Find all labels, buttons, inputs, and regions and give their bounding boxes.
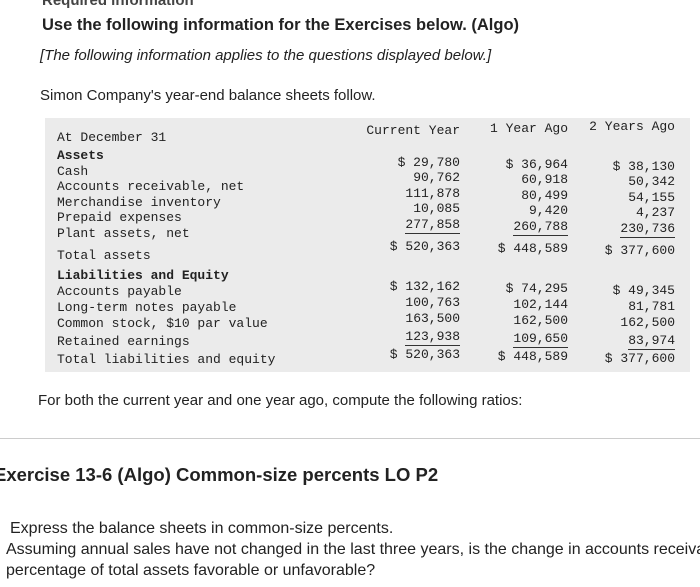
amount: 102,144	[513, 297, 568, 312]
section-label: Liabilities and Equity	[57, 268, 229, 283]
title: Use the following information for the Ex…	[42, 16, 520, 34]
amount: $ 377,600	[604, 243, 675, 258]
column-header: 1 Year Ago	[489, 121, 568, 136]
row-label: Total liabilities and equity	[57, 352, 276, 367]
amount: 162,500	[513, 313, 568, 328]
amount: $ 448,589	[497, 241, 568, 256]
amount: $ 74,295	[505, 281, 568, 296]
amount: $ 38,130	[612, 159, 675, 174]
balance-sheet-table: At December 31 Current Year 1 Year Ago 2 Ye…	[45, 118, 690, 372]
column-header: Current Year	[366, 123, 460, 138]
amount: $ 520,363	[389, 239, 460, 254]
row-label: Total assets	[57, 248, 151, 263]
amount: $ 132,162	[389, 279, 460, 294]
section-heading: Required information	[42, 0, 194, 9]
amount: 9,420	[528, 203, 568, 218]
amount: $ 36,964	[505, 157, 568, 172]
row-label: Common stock, $10 par value	[57, 316, 268, 331]
amount: $ 377,600	[604, 351, 675, 366]
question: For both the current year and one year a…	[38, 392, 523, 409]
amount: 111,878	[405, 186, 460, 201]
amount: 54,155	[628, 190, 675, 205]
amount: 4,237	[635, 205, 675, 220]
row-label: Cash	[57, 164, 89, 179]
exercise-item: Assuming annual sales have not changed i…	[0, 539, 700, 581]
amount: 163,500	[405, 311, 460, 326]
amount: 277,858	[405, 217, 460, 234]
exercise-items: Express the balance sheets in common-siz…	[0, 518, 700, 581]
amount: 109,650	[513, 331, 568, 348]
amount: 90,762	[413, 170, 460, 185]
amount: 60,918	[521, 172, 568, 187]
amount: 162,500	[620, 315, 675, 330]
column-header: 2 Years Ago	[589, 119, 675, 134]
row-label: Long-term notes payable	[57, 300, 237, 315]
exercise-item: Express the balance sheets in common-siz…	[0, 518, 700, 539]
row-label: Accounts payable	[57, 284, 182, 299]
intro: Simon Company's year-end balance sheets …	[40, 87, 376, 104]
amount: 81,781	[628, 299, 675, 314]
amount: 230,736	[620, 221, 675, 238]
separator	[0, 438, 700, 439]
amount: $ 448,589	[497, 349, 568, 364]
amount: 123,938	[405, 329, 460, 346]
amount: 80,499	[521, 188, 568, 203]
column-header: At December 31	[57, 130, 167, 145]
amount: 83,974	[628, 333, 675, 350]
item-text: Assuming annual sales have not changed i…	[6, 541, 700, 579]
amount: 260,788	[513, 219, 568, 236]
row-label: Merchandise inventory	[57, 195, 221, 210]
amount: $ 49,345	[612, 283, 675, 298]
amount: $ 520,363	[389, 347, 460, 362]
item-text: Express the balance sheets in common-siz…	[10, 520, 394, 537]
amount: 50,342	[628, 174, 675, 189]
amount: $ 29,780	[397, 155, 460, 170]
row-label: Accounts receivable, net	[57, 179, 245, 194]
note: [The following information applies to th…	[40, 47, 492, 64]
amount: 10,085	[413, 201, 460, 216]
section-label: Assets	[57, 148, 104, 163]
row-label: Plant assets, net	[57, 226, 190, 241]
row-label: Prepaid expenses	[57, 210, 182, 225]
amount: 100,763	[405, 295, 460, 310]
row-label: Retained earnings	[57, 334, 190, 349]
exercise-title: Exercise 13-6 (Algo) Common-size percent…	[0, 464, 439, 485]
